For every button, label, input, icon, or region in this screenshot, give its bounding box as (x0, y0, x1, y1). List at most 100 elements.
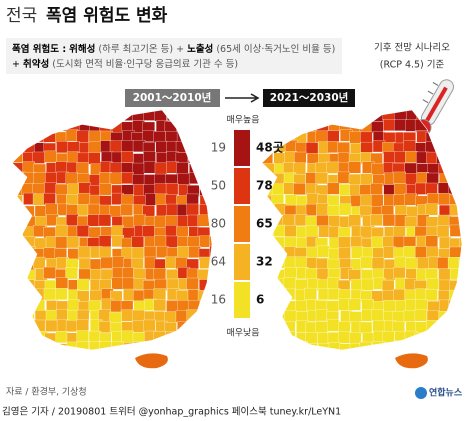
region (361, 110, 375, 121)
region (295, 341, 308, 351)
region (88, 130, 102, 143)
region (76, 162, 89, 175)
region (98, 235, 112, 248)
region (263, 204, 276, 217)
region (262, 120, 276, 132)
region (133, 214, 146, 227)
region (22, 110, 35, 122)
region (143, 110, 156, 121)
region (199, 152, 212, 165)
region (426, 342, 439, 351)
region (360, 141, 373, 154)
region (44, 110, 57, 123)
region (208, 235, 212, 248)
region (417, 257, 430, 270)
region (262, 332, 274, 345)
region (209, 319, 212, 332)
map (11, 109, 213, 366)
region (175, 310, 189, 323)
region (273, 110, 286, 121)
region (12, 237, 24, 250)
region (461, 246, 462, 258)
region (459, 151, 462, 164)
region (131, 247, 145, 259)
region (89, 268, 103, 281)
region (56, 309, 69, 322)
region (176, 354, 188, 366)
region (359, 226, 373, 239)
region (77, 353, 89, 365)
region (262, 343, 275, 351)
region (109, 205, 122, 218)
region (143, 161, 157, 174)
region (317, 245, 330, 258)
region (459, 121, 462, 133)
region (76, 341, 90, 351)
region (393, 194, 406, 207)
region (425, 182, 438, 195)
legend-swatch (234, 168, 250, 204)
map-outline (11, 109, 213, 351)
region (393, 226, 406, 238)
region (459, 289, 462, 302)
region (197, 163, 210, 176)
period-label: 2001～2010년 (133, 91, 212, 104)
region (89, 258, 103, 271)
plus: + (12, 59, 20, 70)
map (261, 109, 463, 366)
region (99, 183, 112, 196)
region (99, 354, 111, 366)
region (437, 257, 450, 270)
region (338, 321, 351, 334)
region (459, 237, 462, 250)
region (197, 110, 211, 121)
region (283, 277, 297, 290)
region (305, 142, 319, 155)
region (133, 289, 146, 302)
logo-icon (415, 387, 427, 399)
region (55, 277, 69, 290)
region (327, 277, 340, 290)
region (54, 343, 68, 351)
legend-swatch (234, 244, 250, 280)
region (394, 119, 407, 131)
region (282, 214, 296, 227)
region (458, 141, 462, 154)
region (271, 183, 285, 196)
region (294, 151, 307, 164)
region (43, 247, 57, 260)
region (337, 331, 351, 344)
arrow (225, 93, 260, 103)
logo: 연합뉴스 (429, 387, 463, 399)
legend-bottom: 매우낮음 (226, 328, 259, 339)
region (361, 278, 374, 291)
region (200, 341, 212, 351)
region (371, 354, 383, 366)
region (458, 268, 462, 280)
region (318, 225, 331, 238)
definition-term: 폭염 위험도 : (12, 43, 66, 55)
region (12, 215, 25, 228)
region (273, 343, 287, 351)
region (68, 353, 80, 365)
region (427, 352, 439, 364)
region (361, 299, 374, 312)
region (87, 214, 100, 227)
region (23, 129, 37, 142)
region (383, 352, 395, 364)
region (154, 183, 167, 196)
region (187, 110, 200, 123)
vulnerability: 취약성 (23, 58, 49, 70)
region (176, 130, 190, 143)
region (56, 141, 69, 154)
region (282, 321, 296, 334)
region (284, 354, 296, 366)
region (165, 342, 178, 351)
region (393, 267, 406, 279)
region (326, 300, 340, 313)
region (448, 152, 461, 164)
region (46, 342, 59, 351)
region (198, 320, 211, 333)
region (359, 341, 372, 351)
region (361, 352, 373, 364)
